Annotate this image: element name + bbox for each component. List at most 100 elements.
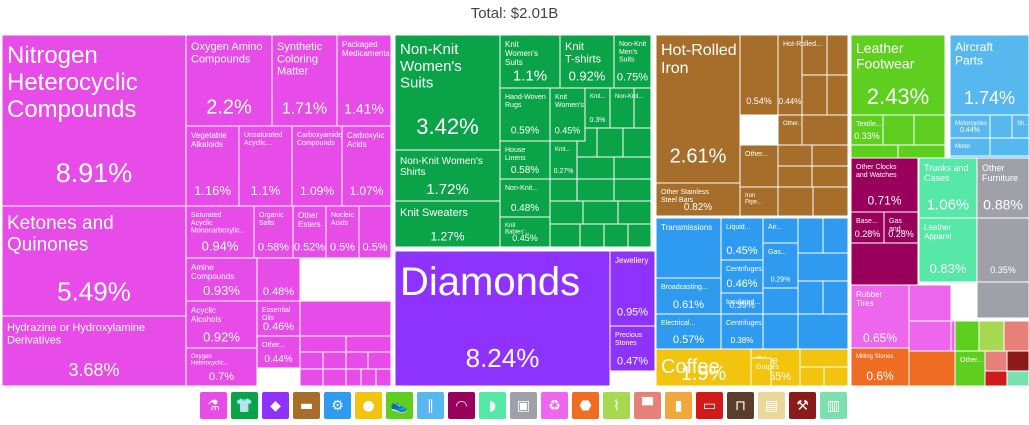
treemap-filler-cell[interactable]: [777, 165, 813, 188]
treemap-cell[interactable]: [613, 34, 652, 89]
treemap-filler-cell[interactable]: [984, 350, 1008, 372]
treemap-filler-cell[interactable]: [826, 74, 849, 116]
easel-icon[interactable]: ⊓: [727, 392, 754, 419]
gauge-icon[interactable]: ◠: [448, 392, 475, 419]
treemap-cell[interactable]: [358, 205, 392, 259]
treemap-filler-cell[interactable]: [801, 34, 828, 76]
treemap-cell[interactable]: [949, 114, 991, 139]
treemap-filler-cell[interactable]: [613, 156, 652, 180]
treemap-cell[interactable]: [949, 137, 991, 157]
treemap-filler-cell[interactable]: [801, 74, 828, 116]
treemap-cell[interactable]: [762, 217, 799, 244]
fruit-icon[interactable]: ●: [355, 392, 382, 419]
treemap-filler-cell[interactable]: [984, 370, 1008, 387]
treemap-filler-cell[interactable]: [978, 320, 1005, 352]
treemap-cell[interactable]: [949, 34, 1029, 116]
treemap-cell[interactable]: [1011, 114, 1029, 139]
treemap-filler-cell[interactable]: [850, 144, 899, 159]
road-icon[interactable]: ∥: [417, 392, 444, 419]
treemap-filler-cell[interactable]: [799, 366, 825, 387]
treemap-filler-cell[interactable]: [797, 280, 824, 315]
recycle-icon[interactable]: ♻: [541, 392, 568, 419]
treemap-cell[interactable]: [325, 205, 360, 259]
hide-icon[interactable]: ◗: [479, 392, 506, 419]
treemap-filler-cell[interactable]: [913, 114, 946, 146]
treemap-cell[interactable]: [918, 157, 978, 219]
treemap-cell[interactable]: [850, 157, 919, 213]
treemap-cell[interactable]: [918, 217, 978, 283]
treemap-cell[interactable]: [499, 34, 561, 89]
treemap-filler-cell[interactable]: [822, 217, 849, 254]
treemap-filler-cell[interactable]: [822, 280, 849, 315]
treemap-cell[interactable]: [1, 315, 187, 387]
treemap-filler-cell[interactable]: [579, 223, 605, 248]
treemap-filler-cell[interactable]: [345, 368, 362, 387]
treemap-filler-cell[interactable]: [1003, 320, 1029, 352]
treemap-filler-cell[interactable]: [367, 351, 392, 370]
treemap-cell[interactable]: [394, 34, 501, 151]
treemap-filler-cell[interactable]: [375, 368, 392, 387]
treemap-filler-cell[interactable]: [989, 137, 1029, 157]
treemap-filler-cell[interactable]: [897, 144, 946, 159]
treemap-cell[interactable]: [499, 87, 551, 142]
treemap-cell[interactable]: [394, 250, 611, 387]
treemap-filler-cell[interactable]: [617, 200, 652, 225]
treemap-cell[interactable]: [609, 250, 656, 327]
treemap-cell[interactable]: [559, 34, 615, 89]
treemap-cell[interactable]: [185, 34, 273, 127]
hammer-icon[interactable]: ⚒: [789, 392, 816, 419]
treemap-filler-cell[interactable]: [989, 114, 1013, 139]
wheat-icon[interactable]: ⌇: [603, 392, 630, 419]
treemap-cell[interactable]: [499, 140, 551, 180]
treemap-cell[interactable]: [883, 211, 919, 244]
treemap-filler-cell[interactable]: [576, 178, 615, 202]
treemap-cell[interactable]: [850, 284, 910, 352]
treemap-cell[interactable]: [549, 140, 578, 180]
treemap-cell[interactable]: [850, 114, 884, 146]
treemap-filler-cell[interactable]: [1006, 350, 1029, 372]
treemap-filler-cell[interactable]: [613, 178, 652, 202]
treemap-filler-cell[interactable]: [582, 200, 619, 225]
treemap-filler-cell[interactable]: [345, 351, 369, 370]
treemap-filler-cell[interactable]: [797, 313, 849, 350]
treemap-cell[interactable]: [655, 313, 722, 350]
treemap-cell[interactable]: [271, 34, 338, 127]
treemap-cell[interactable]: [185, 300, 258, 349]
treemap-cell[interactable]: [850, 211, 885, 244]
stone-icon[interactable]: ⬣: [572, 392, 599, 419]
gem-icon[interactable]: ◆: [262, 392, 289, 419]
treemap-filler-cell[interactable]: [908, 284, 952, 322]
treemap-filler-cell[interactable]: [976, 281, 1029, 319]
treemap-cell[interactable]: [720, 292, 764, 315]
treemap-cell[interactable]: [739, 34, 779, 116]
tiles-icon[interactable]: ▥: [820, 392, 847, 419]
treemap-cell[interactable]: [341, 125, 392, 207]
treemap-filler-cell[interactable]: [954, 320, 980, 352]
treemap-cell[interactable]: [238, 125, 293, 207]
treemap-filler-cell[interactable]: [908, 320, 956, 352]
treemap-filler-cell[interactable]: [299, 351, 324, 370]
treemap-filler-cell[interactable]: [812, 186, 849, 217]
treemap-filler-cell[interactable]: [908, 350, 956, 387]
treemap-cell[interactable]: [256, 257, 301, 302]
treemap-filler-cell[interactable]: [777, 144, 813, 167]
treemap-filler-cell[interactable]: [801, 114, 849, 146]
treemap-filler-cell[interactable]: [777, 186, 814, 217]
treemap-filler-cell[interactable]: [322, 368, 347, 387]
treemap-cell[interactable]: [976, 157, 1029, 219]
treemap-cell[interactable]: [720, 259, 764, 294]
treemap-cell[interactable]: [253, 205, 294, 259]
treemap-cell[interactable]: [777, 34, 803, 116]
treemap-cell[interactable]: [1, 34, 187, 207]
treemap-filler-cell[interactable]: [299, 300, 392, 337]
treemap-filler-cell[interactable]: [549, 223, 581, 248]
treemap-cell[interactable]: [185, 125, 240, 207]
treemap-filler-cell[interactable]: [622, 127, 652, 158]
treemap-cell[interactable]: [394, 200, 501, 248]
treemap-cell[interactable]: [720, 313, 764, 350]
treemap-filler-cell[interactable]: [299, 368, 324, 387]
treemap-cell[interactable]: [336, 34, 392, 127]
treemap-filler-cell[interactable]: [322, 351, 347, 370]
treemap-filler-cell[interactable]: [950, 320, 956, 352]
treemap-cell[interactable]: [609, 325, 656, 372]
